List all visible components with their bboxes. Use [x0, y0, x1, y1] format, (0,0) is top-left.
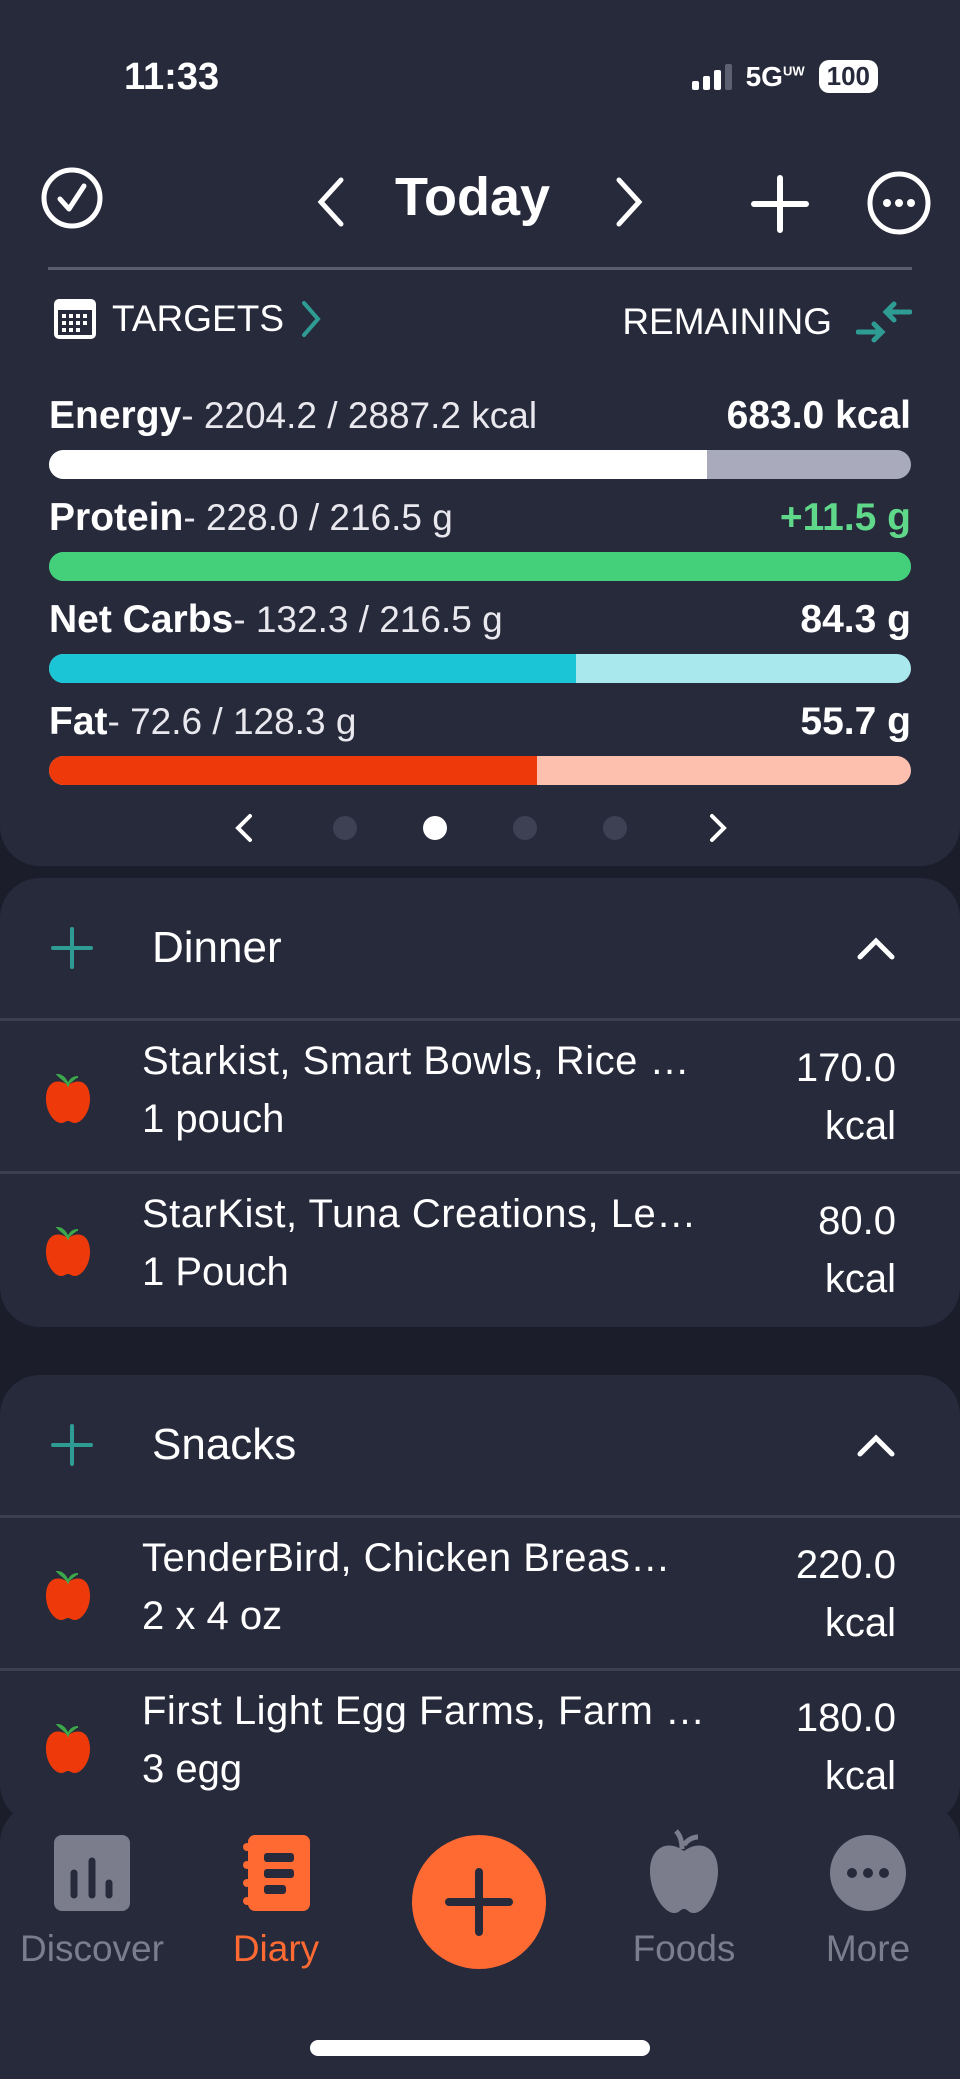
add-food-button[interactable] — [412, 1835, 546, 1969]
chart-icon — [54, 1835, 130, 1911]
status-time: 11:33 — [124, 56, 220, 98]
meal-title: Snacks — [152, 1420, 297, 1469]
calendar-icon — [54, 299, 96, 339]
nutrient-remaining: +11.5 g — [779, 496, 911, 539]
network-label: 5GUW — [745, 60, 805, 92]
chevron-left-icon[interactable] — [310, 172, 350, 232]
meal-title: Dinner — [152, 923, 282, 972]
plus-icon[interactable] — [748, 172, 812, 236]
battery-icon: 100 — [818, 60, 878, 93]
chevron-up-icon[interactable] — [856, 935, 896, 961]
food-quantity: 1 Pouch — [142, 1250, 289, 1294]
progress-fill — [49, 756, 537, 785]
signal-icon — [691, 63, 732, 90]
targets-button[interactable]: TARGETS — [52, 296, 324, 342]
nutrient-protein[interactable]: Protein- 228.0 / 216.5 g +11.5 g — [49, 496, 911, 581]
more-circle-icon[interactable] — [866, 170, 932, 236]
progress-fill — [49, 450, 707, 479]
nutrient-energy[interactable]: Energy- 2204.2 / 2887.2 kcal 683.0 kcal — [49, 394, 911, 479]
home-indicator[interactable] — [310, 2040, 650, 2056]
pager-prev-icon — [235, 814, 252, 842]
nutrient-name: Protein — [49, 496, 184, 539]
nutrient-remaining: 55.7 g — [800, 700, 911, 743]
apple-icon — [650, 1829, 718, 1913]
date-title[interactable]: Today — [395, 167, 551, 227]
page-dot[interactable] — [603, 816, 627, 840]
nutrient-name: Energy — [49, 394, 182, 437]
chevron-right-icon[interactable] — [610, 172, 650, 232]
food-energy: 80.0 kcal — [818, 1199, 896, 1301]
food-energy: 180.0 kcal — [795, 1696, 896, 1798]
summary-card — [0, 0, 960, 866]
meal-header[interactable]: Dinner — [0, 878, 960, 1021]
food-entry[interactable]: Starkist, Smart Bowls, Rice … 1 pouch 17… — [0, 1021, 960, 1174]
food-energy: 170.0 kcal — [795, 1046, 896, 1148]
nutrient-detail: - 72.6 / 128.3 g — [107, 701, 357, 742]
food-entry[interactable]: StarKist, Tuna Creations, Le… 1 Pouch 80… — [0, 1174, 960, 1327]
header-divider — [48, 267, 912, 270]
nutrient-progress-bar — [49, 552, 911, 581]
apple-icon — [44, 1224, 92, 1283]
food-entry[interactable]: TenderBird, Chicken Breas… 2 x 4 oz 220.… — [0, 1518, 960, 1671]
food-quantity: 2 x 4 oz — [142, 1594, 283, 1638]
nutrient-name: Fat — [49, 700, 108, 743]
food-quantity: 3 egg — [142, 1747, 243, 1791]
diary-icon — [243, 1835, 310, 1911]
nutrient-net-carbs[interactable]: Net Carbs- 132.3 / 216.5 g 84.3 g — [49, 598, 911, 683]
chevron-right-icon — [302, 301, 321, 337]
status-icons: 5GUW 100 — [691, 60, 878, 93]
pager-next-icon — [710, 814, 727, 842]
food-entry[interactable]: First Light Egg Farms, Farm … 3 egg 180.… — [0, 1671, 960, 1824]
apple-icon — [44, 1721, 92, 1780]
check-circle-icon[interactable] — [40, 166, 104, 230]
remaining-toggle[interactable]: REMAINING — [622, 300, 912, 344]
nutrient-progress-bar — [49, 756, 911, 785]
meal-card-dinner: Dinner Starkist, Smart Bowls, Rice … 1 p… — [0, 878, 960, 1327]
more-icon — [830, 1835, 906, 1911]
progress-fill — [49, 654, 576, 683]
meal-card-snacks: Snacks TenderBird, Chicken Breas… 2 x 4 … — [0, 1375, 960, 1824]
chevron-up-icon[interactable] — [856, 1432, 896, 1458]
page-dot[interactable] — [333, 816, 357, 840]
nutrient-name: Net Carbs — [49, 598, 234, 641]
tab-bar: Discover Diary Foods More — [0, 1803, 960, 2079]
nutrient-remaining: 84.3 g — [800, 598, 911, 641]
page-indicator — [0, 808, 960, 848]
page-dot[interactable] — [423, 816, 447, 840]
food-energy: 220.0 kcal — [795, 1543, 896, 1645]
nutrient-progress-bar — [49, 450, 911, 479]
meal-header[interactable]: Snacks — [0, 1375, 960, 1518]
nutrient-detail: - 2204.2 / 2887.2 kcal — [181, 395, 538, 436]
nutrient-fat[interactable]: Fat- 72.6 / 128.3 g 55.7 g — [49, 700, 911, 785]
food-name: StarKist, Tuna Creations, Le… — [142, 1192, 697, 1236]
apple-icon — [44, 1568, 92, 1627]
add-icon[interactable] — [50, 926, 94, 970]
food-name: First Light Egg Farms, Farm … — [142, 1689, 706, 1733]
targets-label: TARGETS — [112, 298, 284, 339]
remaining-label: REMAINING — [622, 301, 832, 342]
nutrient-detail: - 132.3 / 216.5 g — [233, 599, 503, 640]
food-name: TenderBird, Chicken Breas… — [142, 1536, 671, 1580]
add-icon[interactable] — [50, 1423, 94, 1467]
page-dot[interactable] — [513, 816, 537, 840]
nutrient-remaining: 683.0 kcal — [726, 394, 911, 437]
nutrient-progress-bar — [49, 654, 911, 683]
apple-icon — [44, 1071, 92, 1130]
swap-arrows-icon — [856, 301, 912, 343]
food-name: Starkist, Smart Bowls, Rice … — [142, 1039, 690, 1083]
nutrient-detail: - 228.0 / 216.5 g — [183, 497, 453, 538]
plus-icon — [445, 1868, 513, 1936]
food-quantity: 1 pouch — [142, 1097, 285, 1141]
progress-fill — [49, 552, 911, 581]
